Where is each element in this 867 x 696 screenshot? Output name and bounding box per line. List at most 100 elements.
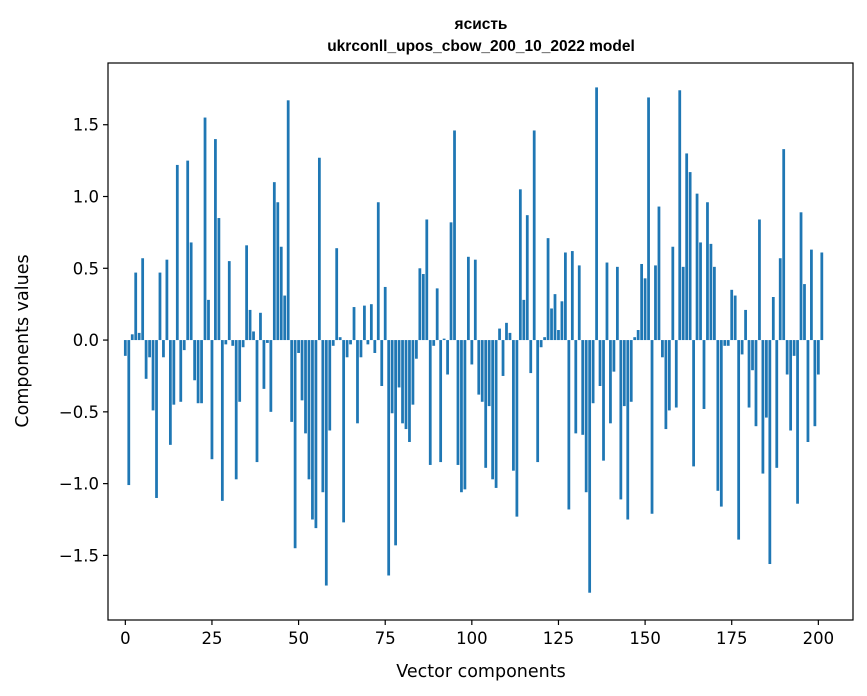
bar bbox=[446, 340, 449, 375]
bar bbox=[418, 268, 422, 341]
x-tick-label: 200 bbox=[803, 629, 835, 648]
bar-series bbox=[123, 87, 824, 593]
bar bbox=[363, 305, 366, 341]
bar bbox=[227, 261, 231, 341]
bar bbox=[612, 340, 616, 372]
bar bbox=[435, 288, 439, 341]
bar bbox=[785, 340, 789, 375]
bar bbox=[595, 87, 598, 341]
bar bbox=[186, 160, 190, 341]
bar bbox=[574, 340, 578, 434]
bar bbox=[207, 299, 210, 341]
bar bbox=[799, 212, 803, 341]
bar bbox=[661, 340, 664, 358]
bar bbox=[248, 309, 252, 341]
bar bbox=[349, 340, 352, 345]
y-tick-label: −1.0 bbox=[59, 475, 99, 494]
bar bbox=[387, 340, 391, 576]
bar bbox=[636, 330, 640, 341]
bar bbox=[761, 340, 765, 474]
bar bbox=[747, 340, 751, 408]
bar bbox=[619, 340, 623, 500]
bar bbox=[220, 340, 224, 501]
bar bbox=[539, 340, 543, 348]
bar bbox=[609, 340, 612, 424]
bar bbox=[373, 340, 377, 353]
bar bbox=[290, 340, 294, 422]
bar bbox=[650, 340, 654, 514]
bar bbox=[560, 301, 564, 341]
bar bbox=[189, 242, 193, 341]
bar bbox=[279, 246, 283, 341]
bar bbox=[564, 252, 567, 341]
bar bbox=[629, 340, 633, 402]
bar bbox=[231, 340, 235, 346]
bar bbox=[664, 340, 668, 430]
x-tick-label: 150 bbox=[629, 629, 661, 648]
bar bbox=[266, 340, 269, 343]
bar bbox=[758, 219, 761, 341]
bar bbox=[640, 263, 644, 341]
bar bbox=[615, 266, 619, 341]
bar bbox=[408, 340, 411, 442]
bar bbox=[200, 340, 203, 404]
bar bbox=[123, 340, 127, 356]
bar bbox=[505, 322, 508, 341]
bar bbox=[553, 294, 557, 341]
y-axis: −1.5 −1.0 −0.5 0.0 0.5 1.0 1.5 bbox=[59, 116, 108, 565]
bar bbox=[449, 222, 453, 341]
bar bbox=[217, 218, 221, 341]
bar bbox=[643, 278, 647, 341]
bar bbox=[453, 130, 456, 341]
bar bbox=[203, 117, 207, 341]
bar bbox=[463, 340, 467, 490]
bar bbox=[820, 252, 824, 341]
bar bbox=[127, 340, 131, 486]
bar bbox=[366, 340, 370, 345]
bar bbox=[678, 90, 682, 341]
x-tick-label: 75 bbox=[375, 629, 396, 648]
bar bbox=[473, 259, 477, 341]
bar bbox=[626, 340, 630, 520]
bar bbox=[501, 340, 505, 376]
bar bbox=[137, 332, 141, 341]
bar bbox=[740, 340, 744, 355]
bar bbox=[581, 340, 585, 435]
bar bbox=[311, 340, 314, 520]
bar bbox=[723, 340, 727, 346]
bar bbox=[335, 248, 339, 341]
bar bbox=[498, 328, 501, 341]
y-tick-label: 0.0 bbox=[73, 331, 99, 350]
bar bbox=[283, 295, 287, 341]
bar bbox=[428, 340, 432, 465]
bar bbox=[536, 340, 540, 463]
bar bbox=[224, 340, 228, 345]
bar bbox=[175, 164, 179, 341]
bar bbox=[671, 246, 675, 341]
bar bbox=[241, 340, 245, 348]
bar bbox=[480, 340, 484, 402]
bar bbox=[518, 189, 522, 341]
bar bbox=[726, 340, 730, 346]
x-tick-label: 175 bbox=[716, 629, 748, 648]
bar bbox=[584, 340, 588, 493]
bar bbox=[421, 274, 425, 341]
bar bbox=[706, 202, 709, 341]
bar bbox=[331, 340, 335, 346]
bar bbox=[182, 340, 186, 351]
bar bbox=[262, 340, 266, 389]
bar bbox=[775, 340, 779, 468]
y-axis-label: Components values bbox=[13, 254, 33, 427]
bar bbox=[130, 334, 134, 341]
bar bbox=[179, 340, 183, 402]
bar bbox=[214, 139, 217, 341]
bar bbox=[338, 337, 342, 341]
bar bbox=[148, 340, 151, 358]
bar bbox=[754, 340, 758, 427]
y-tick-label: 0.5 bbox=[73, 259, 99, 278]
bar bbox=[411, 340, 415, 405]
bar bbox=[432, 340, 436, 346]
bar bbox=[487, 340, 491, 407]
bar bbox=[813, 340, 817, 427]
